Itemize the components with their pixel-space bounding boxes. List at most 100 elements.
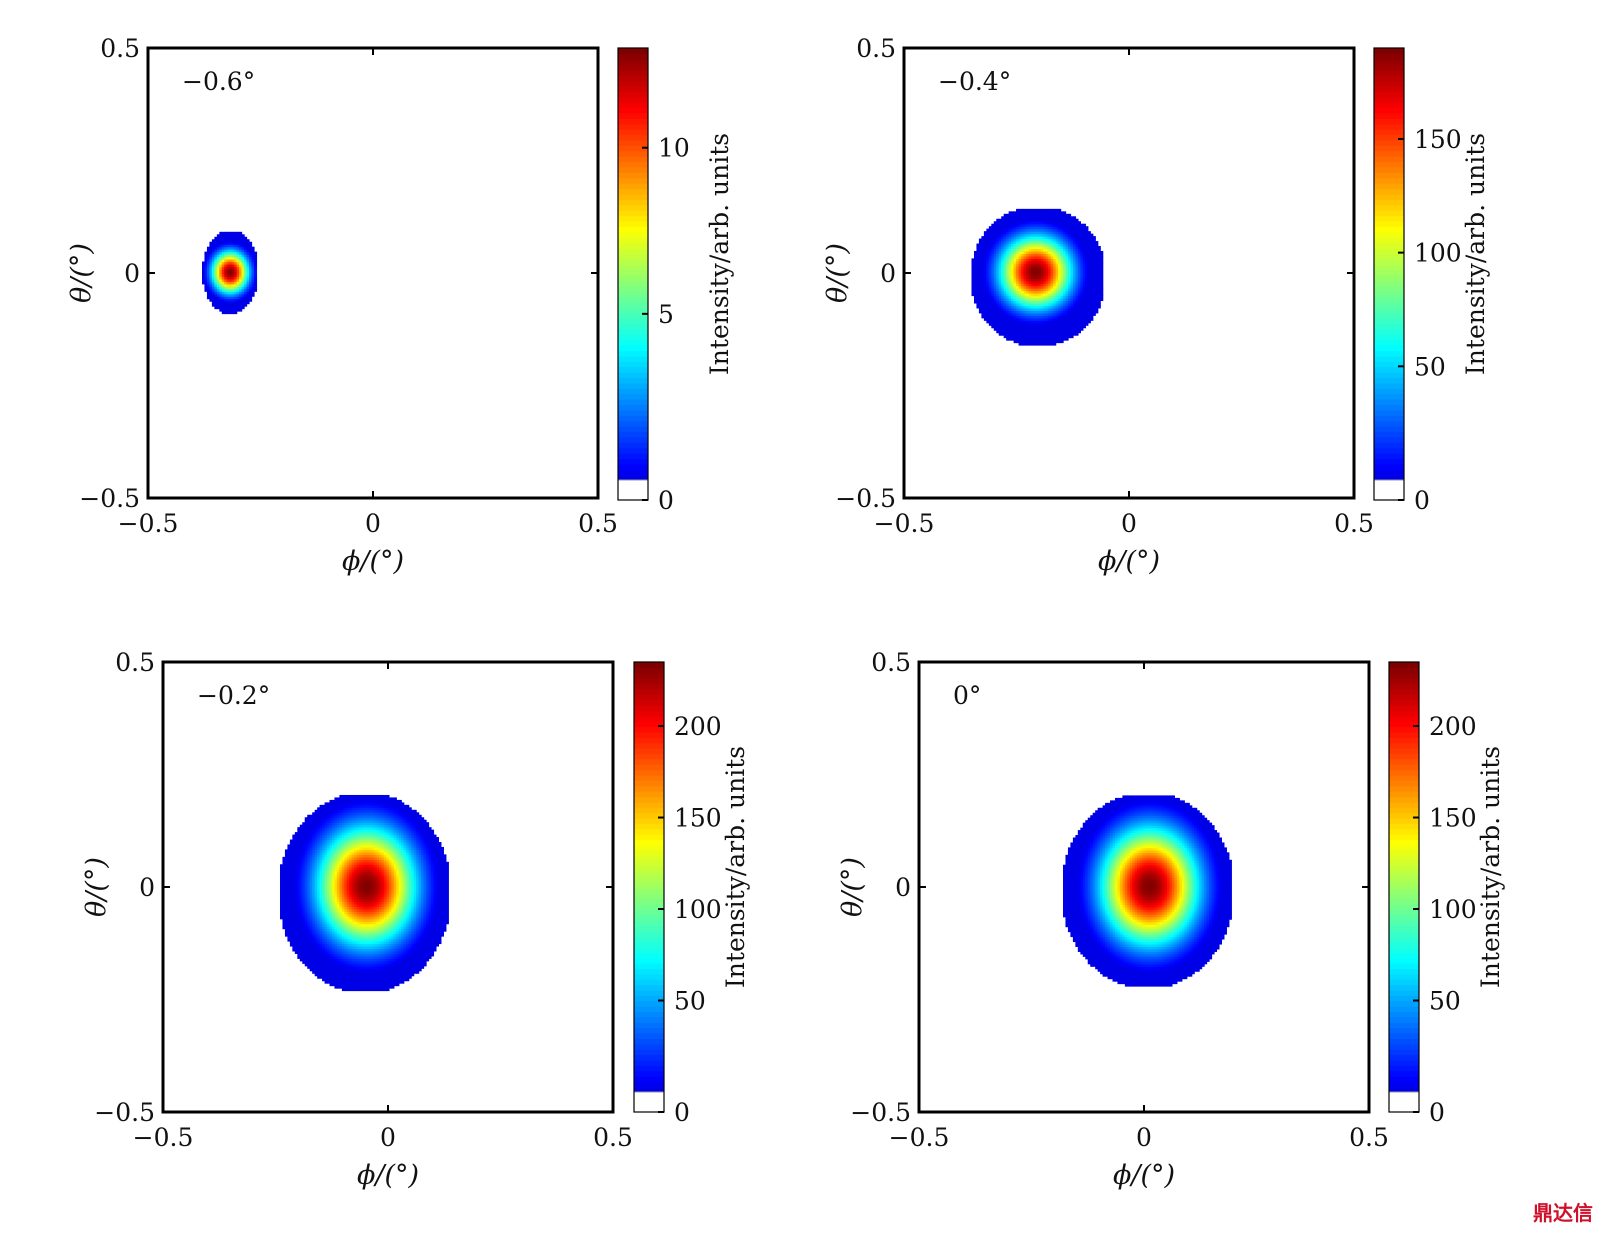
heatmap-cell <box>229 301 233 305</box>
heatmap-cell <box>344 829 348 833</box>
heatmap-cell <box>341 819 345 823</box>
heatmap-cell <box>324 953 328 957</box>
heatmap-cell <box>322 874 326 878</box>
heatmap-cell <box>1055 233 1059 237</box>
heatmap-cell <box>211 286 215 290</box>
heatmap-cell <box>1040 312 1044 316</box>
heatmap-cell <box>282 916 286 920</box>
heatmap-cell <box>341 958 345 962</box>
heatmap-cell <box>1058 325 1062 329</box>
heatmap-cell <box>297 901 301 905</box>
heatmap-cell <box>1016 268 1020 272</box>
heatmap-cell <box>1021 218 1025 222</box>
heatmap-cell <box>1043 236 1047 240</box>
heatmap-cell <box>1070 315 1074 319</box>
heatmap-cell <box>1055 211 1059 215</box>
heatmap-cell <box>346 896 350 900</box>
heatmap-cell <box>1097 246 1101 250</box>
heatmap-cell <box>314 822 318 826</box>
heatmap-cell <box>1001 263 1005 267</box>
heatmap-cell <box>1008 320 1012 324</box>
heatmap-cell <box>1063 226 1067 230</box>
heatmap-cell <box>1016 265 1020 269</box>
heatmap-cell <box>1063 213 1067 217</box>
heatmap-cell <box>981 263 985 267</box>
heatmap-cell <box>1038 305 1042 309</box>
heatmap-cell <box>241 303 245 307</box>
heatmap-cell <box>1065 297 1069 302</box>
heatmap-cell <box>234 271 238 275</box>
heatmap-cell <box>344 861 348 865</box>
heatmap-cell <box>334 921 338 925</box>
heatmap-cell <box>978 273 982 277</box>
heatmap-cell <box>324 960 328 964</box>
heatmap-cell <box>331 854 336 858</box>
heatmap-cell <box>1055 317 1059 321</box>
heatmap-cell <box>1008 332 1012 336</box>
heatmap-cell <box>302 933 306 937</box>
heatmap-cell <box>983 246 987 250</box>
heatmap-cell <box>317 921 321 925</box>
heatmap-cell <box>983 253 987 257</box>
heatmap-cell <box>344 903 348 907</box>
heatmap-cell <box>327 928 331 932</box>
heatmap-cell <box>1048 250 1052 255</box>
heatmap-cell <box>334 898 338 902</box>
heatmap-cell <box>1058 211 1062 215</box>
heatmap-cell <box>244 251 248 255</box>
heatmap-cell <box>214 239 218 243</box>
heatmap-cell <box>1021 327 1025 331</box>
heatmap-cell <box>299 941 303 945</box>
heatmap-cell <box>236 303 240 307</box>
heatmap-cell <box>996 275 1000 279</box>
heatmap-cell <box>1085 312 1089 316</box>
heatmap-cell <box>299 955 303 959</box>
heatmap-cell <box>1011 278 1015 282</box>
heatmap-cell <box>344 913 348 917</box>
heatmap-cell <box>297 936 301 940</box>
heatmap-cell <box>993 288 997 292</box>
heatmap-cell <box>983 268 987 272</box>
heatmap-cell <box>1040 293 1044 297</box>
heatmap-cell <box>302 923 306 927</box>
heatmap-cell <box>302 926 306 930</box>
heatmap-cell <box>991 231 995 235</box>
heatmap-cell <box>1023 310 1027 314</box>
heatmap-cell <box>304 829 308 833</box>
heatmap-cell <box>319 916 323 920</box>
heatmap-cell <box>1001 325 1005 329</box>
heatmap-cell <box>299 876 303 880</box>
heatmap-cell <box>339 980 343 984</box>
heatmap-cell <box>292 884 296 888</box>
heatmap-cell <box>211 283 215 287</box>
heatmap-cell <box>329 908 333 912</box>
colorbar-band <box>618 301 648 308</box>
heatmap-cell <box>334 901 338 905</box>
heatmap-cell <box>246 241 250 245</box>
heatmap-cell <box>341 851 345 855</box>
heatmap-cell <box>334 856 338 860</box>
heatmap-cell <box>1077 231 1081 235</box>
heatmap-cell <box>307 859 311 863</box>
heatmap-cell <box>239 276 243 280</box>
heatmap-cell <box>246 246 250 250</box>
heatmap-cell <box>346 819 350 823</box>
heatmap-cell <box>317 945 321 950</box>
colorbar-band <box>1374 156 1404 163</box>
heatmap-cell <box>331 864 336 868</box>
heatmap-cell <box>304 844 308 848</box>
heatmap-cell <box>1018 342 1022 346</box>
colorbar-band <box>618 463 648 470</box>
heatmap-cell <box>1095 273 1099 277</box>
heatmap-cell <box>1003 213 1007 217</box>
heatmap-cell <box>1016 248 1020 252</box>
heatmap-cell <box>1077 241 1081 245</box>
heatmap-cell <box>314 970 318 974</box>
heatmap-cell <box>1028 305 1032 309</box>
heatmap-cell <box>221 293 225 297</box>
heatmap-cell <box>971 288 975 292</box>
heatmap-cell <box>241 241 245 245</box>
heatmap-cell <box>1038 233 1042 237</box>
heatmap-cell <box>309 901 313 905</box>
heatmap-cell <box>322 911 326 915</box>
